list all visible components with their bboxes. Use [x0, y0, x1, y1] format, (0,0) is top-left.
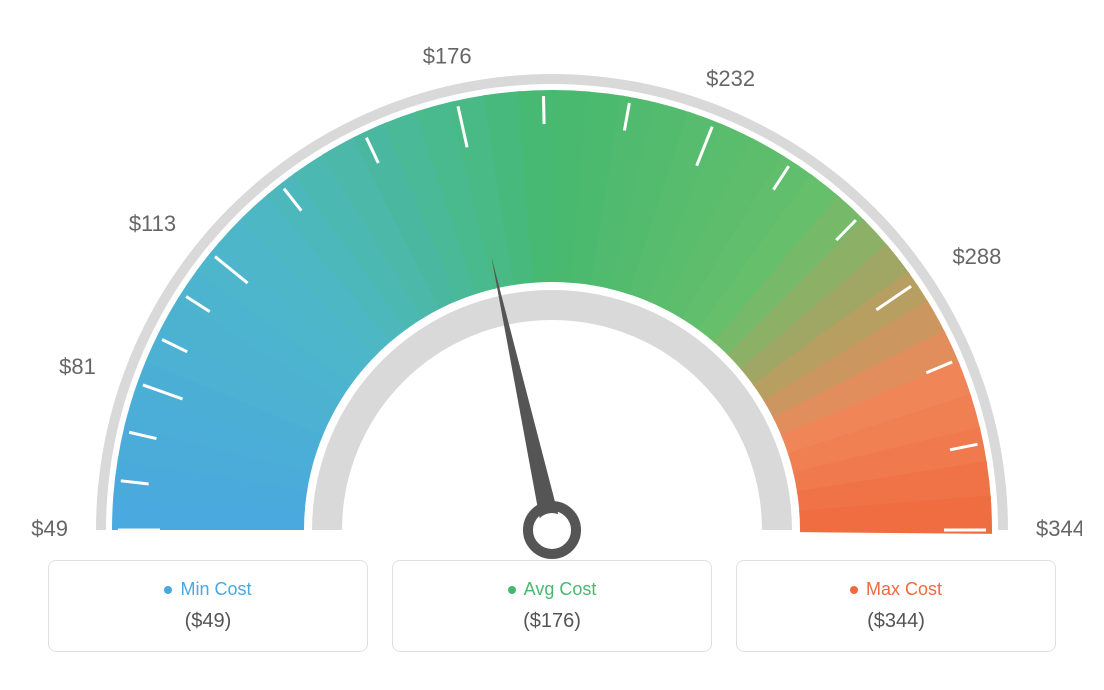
avg-cost-label: Avg Cost: [524, 579, 597, 600]
svg-text:$232: $232: [706, 66, 755, 91]
min-cost-value: ($49): [49, 610, 367, 633]
avg-dot-icon: [508, 586, 516, 594]
svg-text:$49: $49: [31, 516, 68, 541]
max-cost-card: Max Cost ($344): [736, 560, 1056, 652]
max-cost-label: Max Cost: [866, 579, 942, 600]
max-label-row: Max Cost: [737, 579, 1055, 600]
gauge-chart: $49 $81 $113 $176 $232 $288 $344: [0, 0, 1104, 560]
avg-label-row: Avg Cost: [393, 579, 711, 600]
min-cost-card: Min Cost ($49): [48, 560, 368, 652]
max-dot-icon: [850, 586, 858, 594]
avg-cost-value: ($176): [393, 610, 711, 633]
svg-text:$176: $176: [423, 43, 472, 68]
min-cost-label: Min Cost: [180, 579, 251, 600]
svg-text:$288: $288: [952, 244, 1001, 269]
min-label-row: Min Cost: [49, 579, 367, 600]
svg-text:$113: $113: [129, 211, 176, 236]
svg-text:$344: $344: [1036, 516, 1082, 541]
gauge-svg: $49 $81 $113 $176 $232 $288 $344: [22, 10, 1082, 570]
summary-cards: Min Cost ($49) Avg Cost ($176) Max Cost …: [0, 560, 1104, 652]
max-cost-value: ($344): [737, 610, 1055, 633]
svg-text:$81: $81: [59, 354, 96, 379]
min-dot-icon: [164, 586, 172, 594]
avg-cost-card: Avg Cost ($176): [392, 560, 712, 652]
